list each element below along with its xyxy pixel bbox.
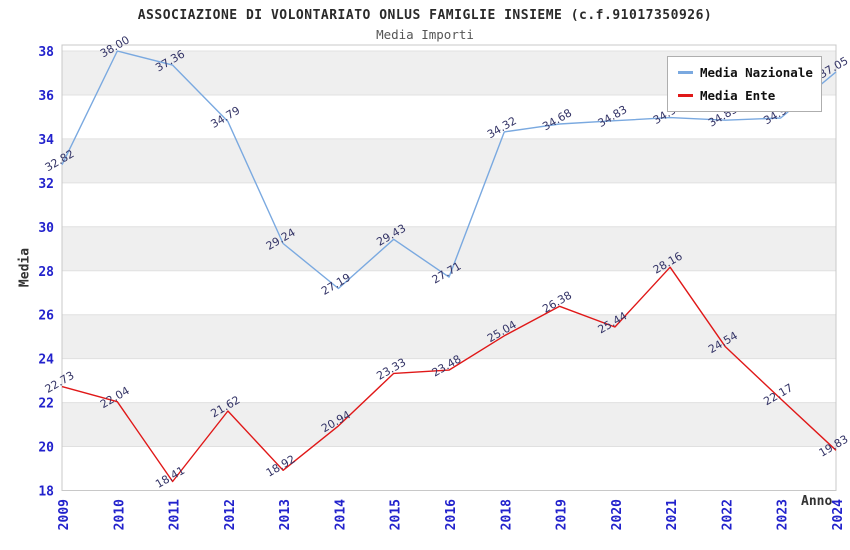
- series-line-media-nazionale: [61, 50, 837, 290]
- data-label: 27.19: [319, 271, 353, 298]
- plot-border: [61, 44, 837, 491]
- legend-item-media-nazionale: Media Nazionale: [678, 65, 813, 80]
- x-tick-label: 2009: [57, 499, 72, 530]
- y-tick-label: 18: [38, 485, 54, 500]
- legend-label: Media Ente: [700, 88, 776, 103]
- y-tick-label: 38: [38, 45, 54, 60]
- x-tick-label: 2019: [555, 499, 570, 530]
- x-tick-label: 2010: [112, 499, 127, 530]
- legend-swatch-blue: [678, 71, 693, 74]
- plot-band: [62, 138, 836, 183]
- y-tick-label: 28: [38, 265, 54, 280]
- data-label: 23.33: [374, 356, 408, 383]
- x-tick-label: 2023: [776, 499, 791, 530]
- data-label: 18.41: [153, 464, 187, 491]
- plot-band: [62, 314, 836, 359]
- data-label: 34.68: [540, 106, 574, 133]
- legend-item-media-ente: Media Ente: [678, 88, 813, 103]
- legend-swatch-red: [678, 94, 693, 97]
- x-tick-label: 2012: [223, 499, 238, 530]
- x-tick-label: 2021: [665, 499, 680, 530]
- y-tick-label: 34: [38, 133, 54, 148]
- y-tick-label: 32: [38, 177, 54, 192]
- x-tick-label: 2013: [278, 499, 293, 530]
- x-tick-label: 2024: [831, 499, 846, 530]
- x-tick-label: 2015: [389, 499, 404, 530]
- series-line-media-ente: [61, 266, 837, 483]
- x-axis-title: Anno: [801, 494, 833, 509]
- data-label: 18.92: [264, 453, 298, 480]
- y-tick-label: 22: [38, 397, 54, 412]
- data-label: 26.38: [540, 289, 574, 316]
- legend-label: Media Nazionale: [700, 65, 813, 80]
- y-tick-label: 30: [38, 221, 54, 236]
- x-tick-label: 2011: [168, 499, 183, 530]
- plot-band: [62, 402, 836, 447]
- chart-subtitle: Media Importi: [376, 27, 474, 42]
- x-tick-label: 2020: [610, 499, 625, 530]
- y-tick-label: 24: [38, 353, 54, 368]
- chart-title: ASSOCIAZIONE DI VOLONTARIATO ONLUS FAMIG…: [137, 8, 713, 23]
- plot-band: [62, 226, 836, 271]
- x-tick-label: 2014: [333, 499, 348, 530]
- y-axis-title: Media: [17, 247, 33, 288]
- legend: Media Nazionale Media Ente: [667, 56, 822, 112]
- x-tick-label: 2022: [720, 499, 735, 530]
- x-tick-label: 2018: [499, 499, 514, 530]
- y-tick-label: 20: [38, 441, 54, 456]
- y-tick-label: 36: [38, 89, 54, 104]
- data-label: 22.73: [43, 369, 77, 396]
- y-tick-label: 26: [38, 309, 54, 324]
- data-label: 34.83: [596, 103, 630, 130]
- x-tick-label: 2016: [444, 499, 459, 530]
